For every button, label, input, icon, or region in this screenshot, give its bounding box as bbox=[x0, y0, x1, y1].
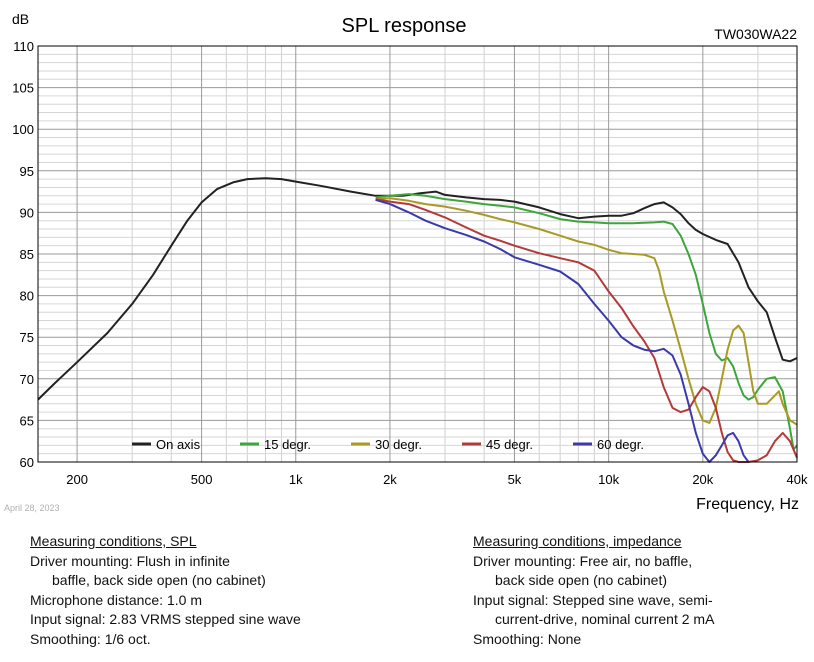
impedance-conditions: Measuring conditions, impedance Driver m… bbox=[473, 532, 803, 649]
spl-conditions: Measuring conditions, SPL Driver mountin… bbox=[30, 532, 450, 649]
model-label: TW030WA22 bbox=[714, 26, 797, 42]
y-axis-label: dB bbox=[12, 11, 29, 27]
x-tick-label: 200 bbox=[66, 472, 88, 487]
spl-chart: dB SPL response TW030WA22 60 65 70 75 80 85 90… bbox=[12, 11, 808, 513]
x-tick-label: 1k bbox=[289, 472, 303, 487]
y-tick-label: 70 bbox=[20, 372, 34, 387]
series-line-15-degr bbox=[375, 193, 798, 451]
legend-label: 60 degr. bbox=[597, 437, 644, 452]
x-tick-label: 10k bbox=[598, 472, 619, 487]
y-tick-label: 85 bbox=[20, 247, 34, 262]
spl-conditions-line: Driver mounting: Flush in infinite bbox=[30, 552, 230, 569]
y-tick-label: 105 bbox=[12, 81, 34, 96]
plot-frame bbox=[37, 45, 798, 463]
y-tick-label: 75 bbox=[20, 330, 34, 345]
major-gridlines bbox=[38, 45, 798, 463]
series-line-30-degr bbox=[375, 197, 798, 426]
chart-title: SPL response bbox=[342, 15, 467, 37]
y-tick-label: 110 bbox=[13, 39, 34, 54]
impedance-conditions-heading: Measuring conditions, impedance bbox=[473, 533, 682, 549]
legend: On axis 15 degr. 30 degr. 45 degr. 60 degr. bbox=[132, 437, 644, 452]
legend-label: 30 degr. bbox=[375, 437, 422, 452]
x-tick-label: 20k bbox=[692, 472, 713, 487]
series-line-60-degr bbox=[375, 198, 750, 463]
impedance-conditions-line: Smoothing: None bbox=[473, 630, 582, 647]
x-tick-label: 40k bbox=[787, 472, 808, 487]
x-tick-label: 2k bbox=[383, 472, 397, 487]
x-tick-label: 5k bbox=[508, 472, 522, 487]
spl-conditions-line: Microphone distance: 1.0 m bbox=[30, 591, 202, 608]
spl-conditions-line: baffle, back side open (no cabinet) bbox=[52, 572, 266, 588]
y-tick-label: 100 bbox=[12, 122, 34, 137]
legend-label: 15 degr. bbox=[264, 437, 311, 452]
spl-conditions-line: Input signal: 2.83 VRMS stepped sine wav… bbox=[30, 611, 301, 627]
x-tick-labels: 200 500 1k 2k 5k 10k 20k 40k bbox=[66, 472, 808, 487]
spl-conditions-line: Smoothing: 1/6 oct. bbox=[30, 630, 151, 647]
impedance-conditions-line: current-drive, nominal current 2 mA bbox=[495, 611, 715, 627]
spl-conditions-heading: Measuring conditions, SPL bbox=[30, 533, 197, 549]
x-tick-label: 500 bbox=[191, 472, 213, 487]
impedance-conditions-line: back side open (no cabinet) bbox=[495, 572, 667, 588]
y-tick-label: 60 bbox=[20, 455, 34, 470]
y-tick-label: 95 bbox=[20, 164, 34, 179]
legend-label: On axis bbox=[156, 437, 201, 452]
y-tick-label: 90 bbox=[20, 205, 34, 220]
date-note: April 28, 2023 bbox=[4, 503, 60, 513]
impedance-conditions-line: Driver mounting: Free air, no baffle, bbox=[473, 552, 693, 569]
series-line-on-axis bbox=[37, 177, 798, 401]
y-tick-label: 65 bbox=[20, 413, 34, 428]
x-axis-label: Frequency, Hz bbox=[696, 496, 799, 513]
y-tick-label: 80 bbox=[20, 289, 34, 304]
legend-label: 45 degr. bbox=[486, 437, 533, 452]
impedance-conditions-line: Input signal: Stepped sine wave, semi- bbox=[473, 591, 713, 608]
y-tick-labels: 60 65 70 75 80 85 90 95 100 105 110 bbox=[12, 39, 34, 470]
